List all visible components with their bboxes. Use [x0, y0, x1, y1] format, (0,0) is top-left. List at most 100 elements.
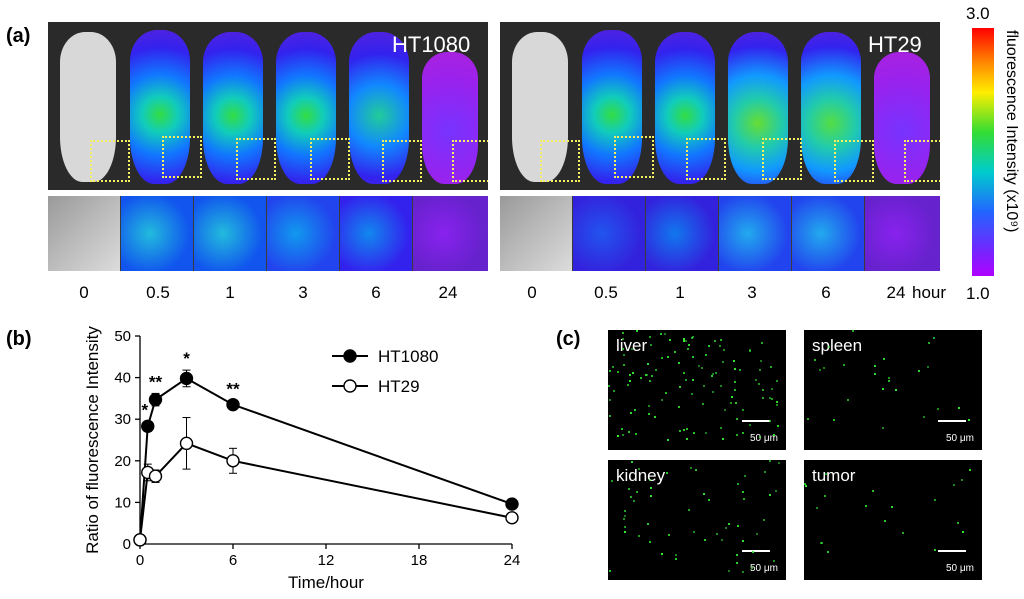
- y-tick-label: 20: [114, 453, 131, 470]
- fluorescent-spot: [737, 483, 740, 486]
- fluorescent-spot: [624, 526, 627, 529]
- x-tick-label: 0: [136, 552, 144, 569]
- fluorescent-spot: [616, 435, 619, 438]
- colorbar-max: 3.0: [966, 4, 990, 23]
- fluorescent-spot: [770, 366, 773, 369]
- fluorescent-spot: [775, 489, 778, 492]
- fluorescent-spot: [823, 366, 826, 369]
- micro-image-liver: liver 50 μm: [608, 330, 786, 450]
- panel-b-label: (b): [6, 328, 32, 350]
- fluorescent-spot: [700, 367, 703, 369]
- micro-label: spleen: [812, 336, 863, 355]
- fluorescent-spot: [754, 379, 757, 382]
- ht1080-title: HT1080: [392, 32, 471, 57]
- roi-box: [686, 138, 726, 180]
- fluorescent-spot: [630, 461, 633, 464]
- mouse-0-5h: [582, 30, 642, 184]
- fluorescent-spot: [712, 390, 715, 393]
- y-tick-label: 30: [114, 411, 131, 428]
- micro-image-spleen: spleen 50 μm: [804, 330, 982, 450]
- fluorescent-spot: [685, 438, 688, 441]
- fluorescent-spot: [722, 361, 725, 364]
- fluorescent-spot: [890, 506, 893, 509]
- fluorescent-spot: [933, 549, 936, 552]
- fluorescent-spot: [659, 333, 662, 336]
- y-tick-label: 0: [123, 536, 131, 553]
- data-point-ht1080: [141, 419, 155, 433]
- fluorescent-spot: [777, 461, 780, 464]
- fluorescent-spot: [640, 376, 643, 379]
- zoom-tile: [413, 196, 488, 271]
- fluorescent-spot: [660, 357, 663, 360]
- roi-box: [904, 140, 940, 182]
- scale-text: 50 μm: [946, 433, 974, 444]
- fluorescent-spot: [736, 525, 739, 528]
- scale-bar: [742, 420, 770, 422]
- fluorescent-spot: [694, 468, 697, 471]
- fluorescent-spot: [647, 363, 650, 366]
- fluorescent-spot: [616, 371, 619, 374]
- micro-label: liver: [616, 336, 648, 355]
- fluorescent-spot: [646, 523, 649, 526]
- fluorescent-spot: [623, 510, 626, 513]
- fluorescent-spot: [739, 369, 742, 372]
- legend-marker: [343, 379, 357, 393]
- fluorescent-spot: [632, 372, 635, 375]
- fluorescent-spot: [635, 433, 638, 436]
- fluorescent-spot: [665, 471, 668, 474]
- fluorescent-spot: [685, 427, 688, 430]
- fluorescent-spot: [804, 482, 807, 485]
- fluorescent-spot: [638, 467, 641, 470]
- fluorescent-spot: [715, 371, 718, 374]
- fluorescent-spot: [650, 494, 653, 497]
- fluorescent-spot: [902, 531, 905, 534]
- x-tick-label: 18: [411, 552, 428, 569]
- roi-box: [614, 136, 654, 178]
- fluorescent-spot: [874, 364, 877, 367]
- fluorescent-spot: [703, 539, 706, 542]
- fluorescent-spot: [769, 494, 772, 496]
- fluorescent-spot: [764, 470, 767, 473]
- fluorescent-spot: [622, 353, 625, 356]
- fluorescent-spot: [714, 339, 717, 342]
- significance-marker: **: [149, 372, 163, 391]
- time-label: 24: [438, 283, 458, 302]
- time-label: 24: [886, 283, 906, 302]
- fluorescent-spot: [636, 330, 639, 333]
- significance-marker: *: [141, 400, 148, 419]
- fluorescent-spot: [649, 335, 652, 338]
- fluorescent-spot: [888, 379, 891, 382]
- fluorescent-spot: [702, 403, 705, 406]
- fluorescent-spot: [762, 519, 765, 522]
- fluorescent-spot: [723, 348, 726, 351]
- fluorescent-spot: [664, 333, 667, 336]
- fluorescent-spot: [933, 499, 936, 502]
- fluorescent-spot: [735, 401, 738, 404]
- data-point-ht29: [505, 511, 519, 525]
- ht29-title: HT29: [868, 32, 922, 57]
- fluorescent-spot: [727, 569, 730, 572]
- fluorescent-spot: [707, 344, 710, 347]
- fluorescent-spot: [691, 337, 693, 340]
- fluorescent-spot: [692, 379, 695, 382]
- fluorescent-spot: [771, 398, 774, 401]
- zoom-tile: [194, 196, 266, 271]
- fluorescent-spot: [804, 485, 807, 488]
- fluorescent-spot: [923, 415, 926, 418]
- fluorescent-spot: [629, 373, 632, 376]
- fluorescent-spot: [687, 509, 690, 512]
- time-label: 1: [675, 283, 685, 302]
- scale-bar: [938, 420, 966, 422]
- fluorescent-spot: [733, 359, 736, 362]
- roi-box: [310, 138, 350, 180]
- fluorescent-spot: [649, 379, 652, 382]
- fluorescent-spot: [678, 430, 681, 433]
- fluorescent-spot: [693, 530, 696, 533]
- fluorescent-spot: [653, 415, 656, 418]
- fluorescent-spot: [661, 552, 664, 555]
- time-label: 0: [79, 283, 89, 302]
- fluorescent-spot: [874, 372, 877, 375]
- zoom-tile: [121, 196, 193, 271]
- fluorescent-spot: [736, 433, 739, 436]
